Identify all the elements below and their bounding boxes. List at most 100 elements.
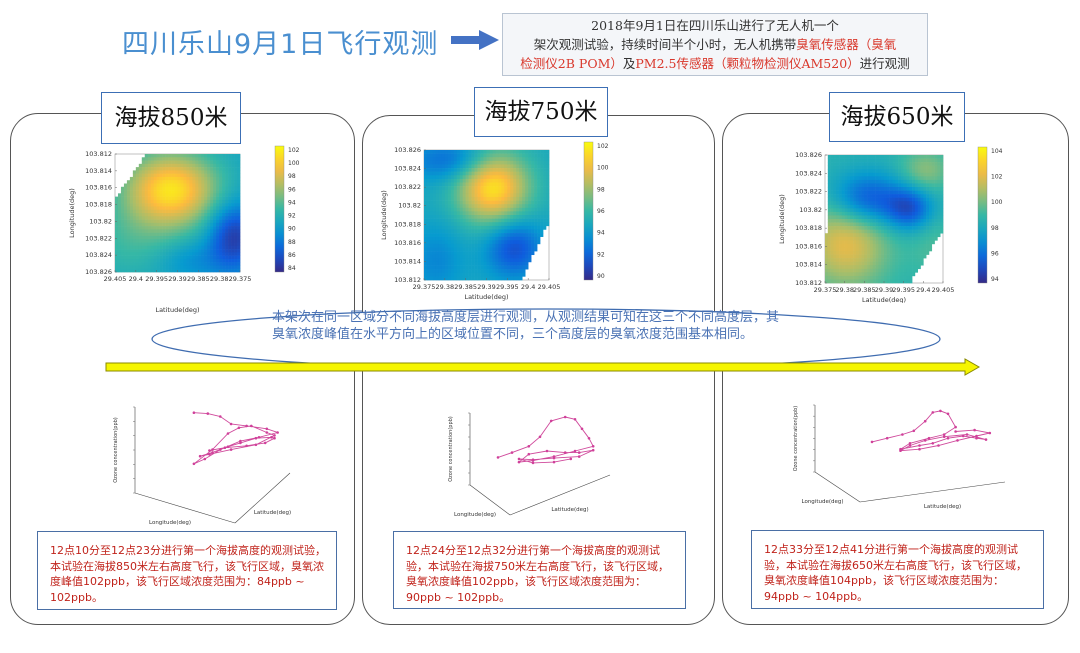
heatmap-cell [923, 201, 927, 206]
heatmap-cell [447, 204, 452, 209]
heatmap-cell [498, 193, 502, 198]
heatmap-cell [186, 268, 190, 273]
heatmap-cell [228, 160, 232, 165]
heatmap-cell [168, 258, 172, 263]
heatmap-cell [153, 203, 157, 207]
heatmap-cell [123, 265, 128, 270]
heatmap-cell [507, 261, 511, 266]
heatmap-cell [926, 201, 930, 206]
heatmap-cell [165, 235, 169, 240]
heatmap-cell [841, 179, 845, 184]
heatmap-cell [522, 182, 526, 187]
heatmap-cell [207, 255, 211, 260]
heatmap-cell [183, 262, 187, 266]
heatmap-cell [827, 226, 831, 230]
heatmap-cell [483, 247, 487, 252]
heatmap-cell [504, 233, 508, 237]
heatmap-cell [168, 239, 172, 243]
heatmap-cell [501, 204, 505, 209]
heatmap-cell [501, 265, 505, 270]
heatmap-cell [147, 216, 152, 220]
heatmap-cell [159, 219, 163, 224]
heatmap-cell [129, 213, 134, 217]
heatmap-cell [531, 204, 535, 209]
heatmap-cell [459, 272, 463, 277]
heatmap-cell [222, 219, 226, 224]
heatmap-cell [231, 193, 235, 197]
heatmap-cell [864, 204, 868, 209]
heatmap-cell [836, 211, 840, 216]
heatmap-cell [853, 233, 857, 238]
heatmap-cell [510, 269, 514, 274]
heatmap-cell [129, 222, 134, 227]
heatmap-cell [162, 219, 166, 224]
heatmap-cell [198, 242, 202, 247]
heatmap-cell [522, 207, 526, 212]
heatmap-cell [836, 229, 840, 234]
heatmap-cell [195, 190, 199, 194]
heatmap-cell [872, 229, 876, 234]
heatmap-cell [115, 196, 119, 201]
heatmap-cell [424, 211, 428, 216]
heatmap-cell [441, 196, 446, 201]
heatmap-cell [438, 186, 443, 191]
heatmap-cell [531, 225, 535, 230]
ozone-track-point [545, 449, 549, 453]
heatmap-cell [120, 219, 125, 224]
ozone-track-line [871, 410, 990, 452]
heatmap-cell [453, 196, 458, 201]
heatmap-cell [132, 170, 137, 174]
heatmap-cell [126, 222, 131, 227]
heatmap-cell [165, 193, 169, 197]
heatmap-cell [878, 215, 882, 220]
heatmap-cell [174, 255, 178, 260]
heatmap-cell [501, 269, 505, 274]
heatmap-cell [480, 157, 484, 162]
heatmap-cell [115, 226, 119, 230]
panel-title-850: 海拔850米 [101, 92, 241, 144]
heatmap-cell [847, 240, 851, 245]
heatmap-cell [931, 169, 935, 174]
heatmap-cell [432, 261, 437, 266]
heatmap-cell [156, 176, 160, 181]
heatmap-cell [537, 196, 541, 201]
heatmap-cell [424, 153, 428, 158]
heatmap-cell [516, 164, 520, 169]
heatmap-cell [486, 186, 490, 191]
heatmap-cell [162, 160, 166, 165]
heatmap-cell [135, 167, 140, 171]
heatmap-cell [534, 215, 538, 219]
ozone-track-point [908, 442, 912, 445]
heatmap-cell [830, 211, 834, 216]
heatmap-cell [486, 178, 490, 183]
heatmap-cell [462, 236, 466, 241]
heatmap-cell [424, 175, 428, 180]
heatmap-cell [156, 258, 160, 263]
heatmap-cell [231, 170, 235, 174]
heatmap-cell [144, 170, 149, 174]
heatmap-cell [115, 258, 119, 263]
heatmap-cell [424, 243, 428, 248]
heatmap-cell [853, 201, 857, 206]
heatmap-cell [480, 189, 484, 194]
heatmap-cell [435, 240, 440, 245]
heatmap-cell [872, 176, 876, 181]
heatmap-cell [204, 170, 208, 174]
heatmap-cell [900, 194, 904, 198]
heatmap-cell [522, 269, 526, 274]
heatmap-cell [159, 176, 163, 181]
heatmap-cell [171, 183, 175, 188]
heatmap-cell [129, 196, 134, 201]
heatmap-cell [165, 163, 169, 168]
heatmap-cell [474, 240, 478, 245]
heatmap-cell [162, 209, 166, 214]
heatmap-cell [180, 199, 184, 204]
heatmap-cell [906, 275, 910, 280]
heatmap-cell [486, 171, 490, 176]
heatmap-cell [909, 247, 913, 252]
heatmap-cell [183, 229, 187, 233]
heatmap-cell [123, 242, 128, 247]
heatmap-cell [546, 153, 550, 158]
heatmap-cell [204, 173, 208, 178]
heatmap-cell [881, 236, 885, 241]
